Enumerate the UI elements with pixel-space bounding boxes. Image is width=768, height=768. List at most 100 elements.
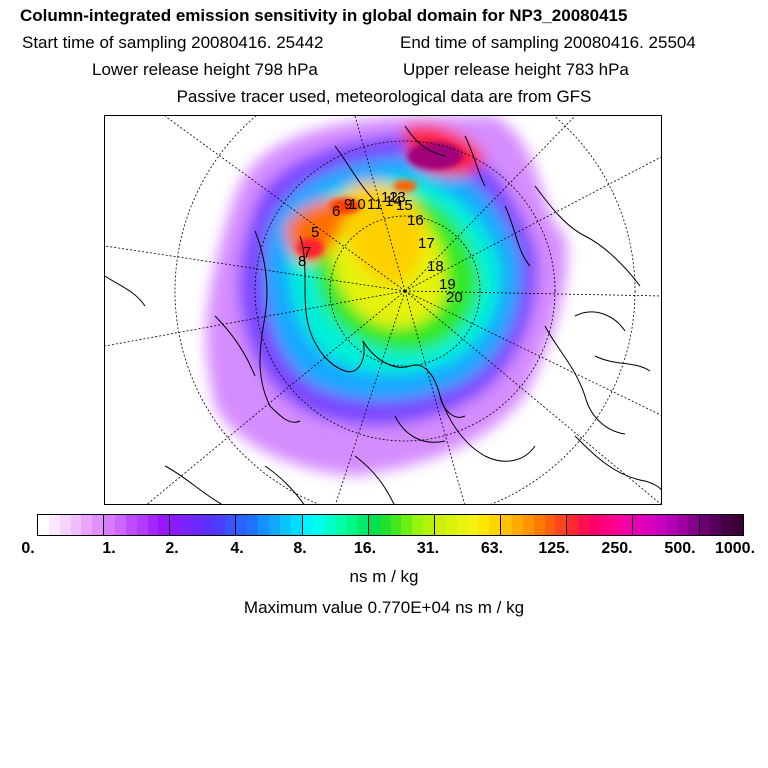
traj-label-16: 16 [407, 212, 424, 229]
colorbar-cell [38, 515, 49, 535]
colorbar-cell [125, 515, 137, 535]
sensitivity-field [206, 116, 567, 476]
graticule [105, 116, 661, 504]
colorbar-cell [104, 515, 116, 535]
colorbar-cell [567, 515, 579, 535]
traj-label-12: 12 [381, 189, 398, 206]
colorbar-cell [224, 515, 237, 535]
colorbar-cell [665, 515, 677, 535]
colorbar-cell [379, 515, 391, 535]
colorbar-cell [158, 515, 171, 535]
colorbar-cell [676, 515, 688, 535]
traj-label-18: 18 [427, 258, 444, 275]
colorbar-cell [511, 515, 523, 535]
traj-label-6: 6 [332, 203, 340, 220]
colorbar-cell [401, 515, 413, 535]
colorbar-cell [368, 515, 380, 535]
tick-label: 4. [230, 540, 244, 557]
sensitivity-map: 5 6 7 8 9 10 11 12 13 14 15 16 17 18 19 … [105, 116, 661, 504]
colorbar-cell [544, 515, 556, 535]
colorbar-cell [533, 515, 545, 535]
colorbar-cell [59, 515, 71, 535]
colorbar-cell [302, 515, 314, 535]
start-time-label: Start time of sampling 20080416. 25442 [22, 33, 324, 52]
colorbar-cell [181, 515, 193, 535]
colorbar-cell [115, 515, 126, 535]
colorbar-cell [258, 515, 270, 535]
colorbar-cell [269, 515, 280, 535]
colorbar-cell [445, 515, 457, 535]
traj-label-17: 17 [418, 235, 435, 252]
colorbar-cell [170, 515, 182, 535]
traj-label-9: 9 [344, 196, 352, 213]
traj-label-11: 11 [367, 196, 383, 213]
colorbar-cell [578, 515, 589, 535]
colorbar-cell [687, 515, 700, 535]
colorbar-cell [136, 515, 148, 535]
colorbar-cell [456, 515, 468, 535]
colorbar-cell [501, 515, 512, 535]
colorbar-cell [335, 515, 347, 535]
colorbar [37, 514, 744, 536]
trajectory-labels: 5 6 7 8 9 10 11 12 13 14 15 16 17 18 19 … [298, 189, 463, 306]
colorbar-cell [290, 515, 303, 535]
tick-label: 500. [664, 540, 696, 557]
colorbar-cell [70, 515, 82, 535]
tick-label: 8. [293, 540, 307, 557]
colorbar-cell [710, 515, 722, 535]
traj-label-7: 7 [303, 244, 311, 261]
colorbar-cell [588, 515, 600, 535]
sensitivity-hotspots [296, 142, 463, 258]
colorbar-cell [236, 515, 248, 535]
colorbar-cell [633, 515, 645, 535]
colorbar-cell [92, 515, 105, 535]
colorbar-cell [621, 515, 634, 535]
tick-label: 16. [353, 540, 377, 557]
colorbar-cell [599, 515, 611, 535]
plot-title: Column-integrated emission sensitivity i… [20, 6, 628, 25]
tick-label: 1000. [714, 540, 756, 557]
colorbar-cell [699, 515, 711, 535]
colorbar-cell [732, 515, 743, 535]
colorbar-cell [356, 515, 369, 535]
colorbar-cell [247, 515, 259, 535]
tick-label: 2. [165, 540, 179, 557]
upper-release-label: Upper release height 783 hPa [403, 60, 629, 79]
colorbar-cell [423, 515, 435, 535]
colorbar-cell [390, 515, 402, 535]
traj-label-14: 14 [385, 193, 402, 210]
colorbar-cell [644, 515, 656, 535]
colorbar-cell [478, 515, 490, 535]
colorbar-cell [434, 515, 446, 535]
map-panel: 5 6 7 8 9 10 11 12 13 14 15 16 17 18 19 … [104, 115, 662, 505]
colorbar-cell [467, 515, 479, 535]
coastlines [105, 125, 661, 504]
traj-label-19: 19 [439, 276, 456, 293]
colorbar-cell [213, 515, 225, 535]
colorbar-cell [81, 515, 93, 535]
colorbar-cell [721, 515, 733, 535]
colorbar-cell [555, 515, 568, 535]
traj-label-5: 5 [311, 224, 319, 241]
colorbar-cell [202, 515, 214, 535]
tick-label: 125. [538, 540, 570, 557]
colorbar-cell [192, 515, 203, 535]
traj-label-13: 13 [389, 189, 406, 206]
tick-label: 1. [102, 540, 116, 557]
tick-label: 0. [21, 540, 35, 557]
tick-label: 31. [416, 540, 440, 557]
colorbar-cell [313, 515, 325, 535]
colorbar-cell [489, 515, 502, 535]
colorbar-cell [346, 515, 357, 535]
maximum-value-label: Maximum value 0.770E+04 ns m / kg [243, 598, 525, 617]
colorbar-cell [412, 515, 424, 535]
lower-release-label: Lower release height 798 hPa [92, 60, 318, 79]
traj-label-15: 15 [396, 197, 413, 214]
colorbar-cell [522, 515, 534, 535]
colorbar-cell [48, 515, 60, 535]
colorbar-cell [324, 515, 336, 535]
colorbar-cell [147, 515, 159, 535]
colorbar-cell [279, 515, 291, 535]
end-time-label: End time of sampling 20080416. 25504 [400, 33, 696, 52]
colorbar-cell [610, 515, 622, 535]
